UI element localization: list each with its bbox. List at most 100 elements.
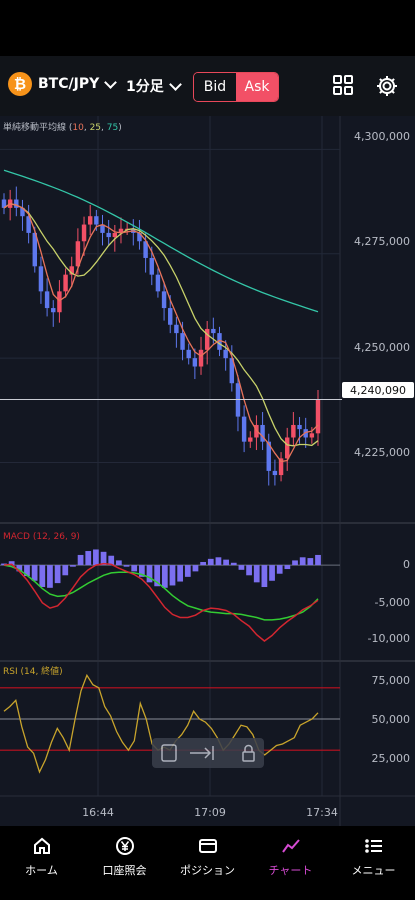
macd-histogram-bar	[276, 565, 283, 574]
candle-body	[204, 328, 210, 350]
macd-histogram-bar	[207, 558, 214, 566]
candle-body	[112, 232, 118, 238]
price-chart[interactable]: 4,300,000 4,275,000 4,250,000 4,225,000 …	[0, 116, 415, 826]
macd-tick: -5,000	[375, 596, 410, 609]
macd-histogram-bar	[299, 557, 306, 566]
ma-legend[interactable]: 単純移動平均線 (10, 25, 75)	[3, 121, 122, 133]
ma-name: 単純移動平均線	[3, 121, 66, 133]
rsi-legend[interactable]: RSI (14, 終値)	[3, 665, 63, 677]
ma10-period: 10	[72, 123, 84, 133]
time-tick: 16:44	[82, 806, 114, 819]
candle-body	[137, 232, 142, 242]
macd-histogram-bar	[192, 565, 199, 572]
candle-body	[26, 216, 31, 233]
macd-histogram-bar	[230, 562, 237, 566]
candle-body	[75, 241, 81, 267]
candle-body	[192, 358, 198, 367]
time-tick: 17:09	[194, 806, 226, 819]
candle-body	[161, 291, 167, 309]
rsi-tick: 25,000	[372, 752, 411, 765]
candle-body	[149, 257, 154, 275]
candle-body	[69, 266, 74, 275]
macd-histogram-bar	[1, 563, 7, 566]
candle-body	[223, 349, 228, 359]
move-right-icon[interactable]	[190, 746, 214, 760]
macd-histogram-bar	[223, 559, 229, 566]
bid-button[interactable]: Bid	[194, 73, 236, 101]
candle-body	[168, 308, 173, 325]
macd-histogram-bar	[253, 565, 260, 583]
macd-histogram-bar	[8, 561, 15, 566]
chevron-down-icon	[168, 77, 182, 91]
current-price-label: 4,240,090	[350, 384, 406, 397]
candle-body	[44, 291, 50, 309]
candle-body	[315, 399, 321, 434]
nav-chart[interactable]: チャート	[249, 828, 332, 900]
macd-histogram-bar	[169, 565, 176, 586]
pair-label: BTC/JPY	[38, 76, 100, 92]
pair-selector[interactable]: BTC/JPY	[38, 75, 118, 92]
macd-histogram-bar	[31, 565, 38, 581]
ma75-period: 75	[107, 123, 118, 133]
macd-histogram-bar	[70, 565, 76, 567]
timeframe-label: 1分足	[126, 79, 164, 95]
nav-position[interactable]: ポジション	[166, 828, 249, 900]
yen-icon	[115, 837, 134, 855]
nav-account[interactable]: 口座照会	[83, 828, 166, 900]
candle-body	[100, 224, 105, 233]
candle-body	[241, 416, 247, 442]
grid-icon[interactable]	[332, 74, 356, 98]
candle-body	[32, 232, 38, 267]
macd-legend[interactable]: MACD (12, 26, 9)	[3, 532, 80, 542]
macd-histogram-bar	[138, 565, 145, 577]
ma25-line	[3, 203, 319, 447]
ask-button[interactable]: Ask	[236, 73, 278, 101]
drawing-toolbar[interactable]	[152, 738, 264, 768]
lock-icon[interactable]	[242, 744, 255, 762]
time-tick: 17:34	[306, 806, 338, 819]
candle-body	[57, 291, 62, 313]
home-icon	[33, 837, 50, 854]
candle-body	[278, 458, 284, 476]
gear-icon[interactable]	[375, 74, 399, 98]
candle-body	[63, 274, 68, 292]
candle-body	[254, 424, 259, 438]
nav-menu[interactable]: メニュー	[332, 828, 415, 900]
candle-body	[38, 266, 44, 292]
candle-body	[94, 216, 99, 225]
macd-histogram-bar	[261, 565, 268, 588]
candle-body	[87, 216, 93, 225]
macd-histogram-bar	[93, 549, 99, 566]
candle-body	[291, 424, 296, 438]
ma75-line	[3, 169, 319, 313]
nav-label-chart: チャート	[268, 864, 313, 877]
chart-area[interactable]: 4,300,000 4,275,000 4,250,000 4,225,000 …	[0, 116, 415, 826]
macd-line	[3, 562, 319, 642]
chevron-down-icon	[104, 75, 118, 89]
macd-histogram-bar	[77, 554, 84, 566]
cursor-tool-icon[interactable]	[161, 744, 177, 762]
macd-histogram-bar	[108, 555, 115, 566]
bottom-nav: ホーム 口座照会 ポジション チャート メニュー	[0, 828, 415, 900]
nav-home[interactable]: ホーム	[0, 828, 83, 900]
candle-body	[106, 232, 111, 238]
candle-body	[51, 308, 56, 313]
macd-histogram-bar	[100, 551, 107, 566]
candle-body	[284, 437, 290, 459]
nav-label-home: ホーム	[25, 864, 58, 877]
macd-histogram-bar	[123, 565, 130, 567]
nav-label-position: ポジション	[180, 864, 235, 877]
macd-tick: 0	[403, 558, 410, 571]
macd-histogram-bar	[85, 551, 92, 566]
macd-histogram-bar	[307, 558, 314, 566]
candle-body	[297, 424, 302, 430]
macd-histogram-bar	[39, 565, 46, 588]
nav-label-menu: メニュー	[351, 864, 396, 877]
candle-body	[174, 324, 179, 334]
bid-ask-toggle[interactable]: Bid Ask	[193, 72, 279, 102]
candle-body	[118, 228, 124, 233]
bitcoin-icon: ₿	[8, 72, 32, 96]
candle-body	[303, 429, 308, 438]
timeframe-selector[interactable]: 1分足	[126, 76, 182, 96]
macd-histogram-bar	[246, 565, 252, 576]
